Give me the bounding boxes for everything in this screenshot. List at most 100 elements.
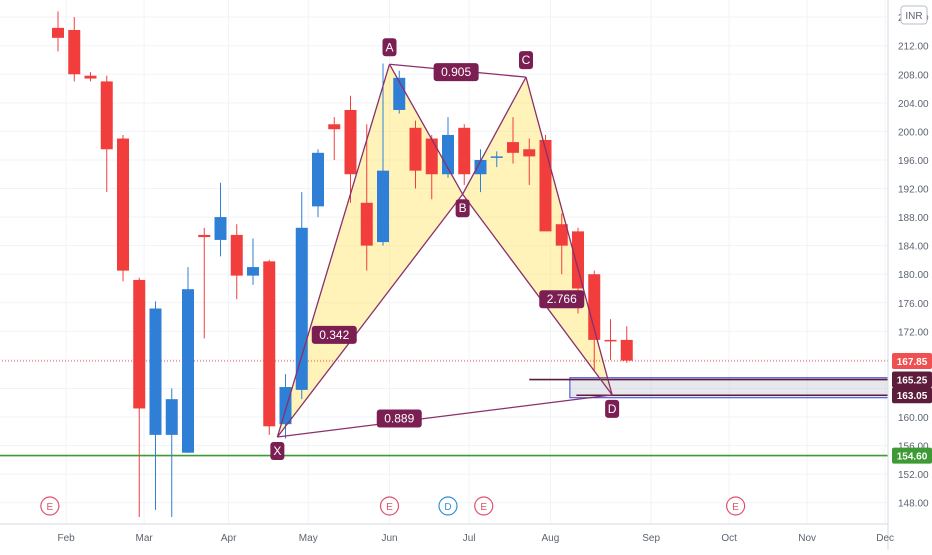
price-tag-box [892,387,932,404]
event-marker-dividend [438,496,458,516]
event-marker-earnings [40,496,60,516]
price-tag-box [892,371,932,388]
candle-body [360,202,373,246]
pattern-leg-xd [277,394,613,438]
candle-body [165,399,178,435]
time-tick-label: Mar [136,533,154,544]
candle-body [539,139,552,232]
ratio-label: 2.766 [547,292,577,306]
pattern-leg-bc [462,76,527,195]
time-tick-label: Aug [541,533,559,544]
candle-body [133,279,146,409]
target-zone-box [569,377,932,399]
time-tick-label: Nov [798,533,816,544]
price-tick-label: 152.00 [898,470,929,481]
ratio-label: 0.905 [441,65,471,79]
candle-body [507,142,519,153]
price-tick-label: 208.00 [898,70,929,81]
pattern-point-box [605,399,620,418]
pattern-overlay-layer: 0.342 0.905 2.766 0.889 X A B C D [270,38,620,461]
event-marker-label: D [444,502,451,513]
candle-body [555,224,568,246]
time-tick-label: Oct [721,533,737,544]
time-tick-label: May [299,533,318,544]
price-tag-label: 154.60 [897,452,928,463]
event-marker-label: E [732,502,739,513]
pattern-leg-xa [276,64,391,438]
time-tick-label: Jun [381,533,397,544]
ratio-label-box [311,325,357,344]
pattern-point-label: A [385,40,393,54]
candle-body [182,289,194,453]
candle-body [312,152,324,207]
candles-layer [52,11,633,517]
pattern-point-label: C [522,53,531,67]
price-tick-label: 156.00 [898,442,929,453]
price-tag-box [892,352,932,369]
pattern-point-label: D [608,402,617,416]
candle-body [620,339,633,361]
price-tick-label: 160.00 [898,413,929,424]
pattern-leg-cd [525,76,613,396]
price-tick-label: 192.00 [898,185,929,196]
price-tick-label: 148.00 [898,499,929,510]
event-marker-label: E [47,502,54,513]
currency-badge [900,5,928,25]
candle-body [328,124,341,130]
price-tick-label: 176.00 [898,299,929,310]
time-tick-label: Sep [642,533,660,544]
price-axis: 148.00152.00156.00160.00164.00168.00172.… [887,0,932,550]
candle-body [442,134,454,175]
pattern-leg-ab [388,63,464,195]
harmonic-triangle-bcd [462,77,613,395]
candle-body [149,308,162,435]
price-tick-label: 200.00 [898,127,929,138]
pattern-point-box [270,442,285,461]
event-marker-earnings [379,496,400,516]
price-tick-label: 180.00 [898,270,929,281]
price-tick-label: 212.00 [898,42,929,53]
event-marker-earnings [726,496,746,516]
candle-body [425,138,438,175]
event-marker-label: E [480,502,487,513]
time-axis: FebMarAprMayJunJulAugSepOctNovDec2021 [0,523,894,544]
candle-body [52,27,64,38]
candle-body [198,234,211,238]
candle-body [68,29,81,75]
candle-body [458,127,471,175]
pattern-point-box [519,51,533,70]
price-tick-label: 188.00 [898,213,929,224]
candle-body [100,81,113,150]
candle-body [263,261,276,427]
candle-body [572,231,584,289]
price-tag-label: 167.85 [897,357,928,368]
candle-body [230,234,243,276]
ratio-label-box [376,409,422,428]
candle-body [604,339,617,342]
pattern-point-label: B [459,201,467,215]
candle-body [84,75,97,79]
pattern-point-box [382,38,397,57]
pattern-leg-xb [276,193,464,438]
pattern-leg-bd [462,193,613,396]
time-tick-label: Feb [58,533,76,544]
price-tag-label: 163.05 [897,391,928,402]
candle-body [214,217,227,240]
price-tick-label: 204.00 [898,99,929,110]
time-tick-label: Dec [876,533,894,544]
currency-badge-label: INR [905,11,922,22]
ratio-label: 0.342 [319,328,349,342]
candle-body [279,387,292,425]
candle-body [295,227,308,390]
price-tick-label: 196.00 [898,156,929,167]
pattern-point-box [455,199,470,218]
ratio-label: 0.889 [384,411,414,425]
candle-body [409,127,422,171]
time-tick-label: Jul [463,533,476,544]
candle-body [474,159,487,175]
event-marker-label: E [386,502,393,513]
ratio-label-box [539,290,585,309]
